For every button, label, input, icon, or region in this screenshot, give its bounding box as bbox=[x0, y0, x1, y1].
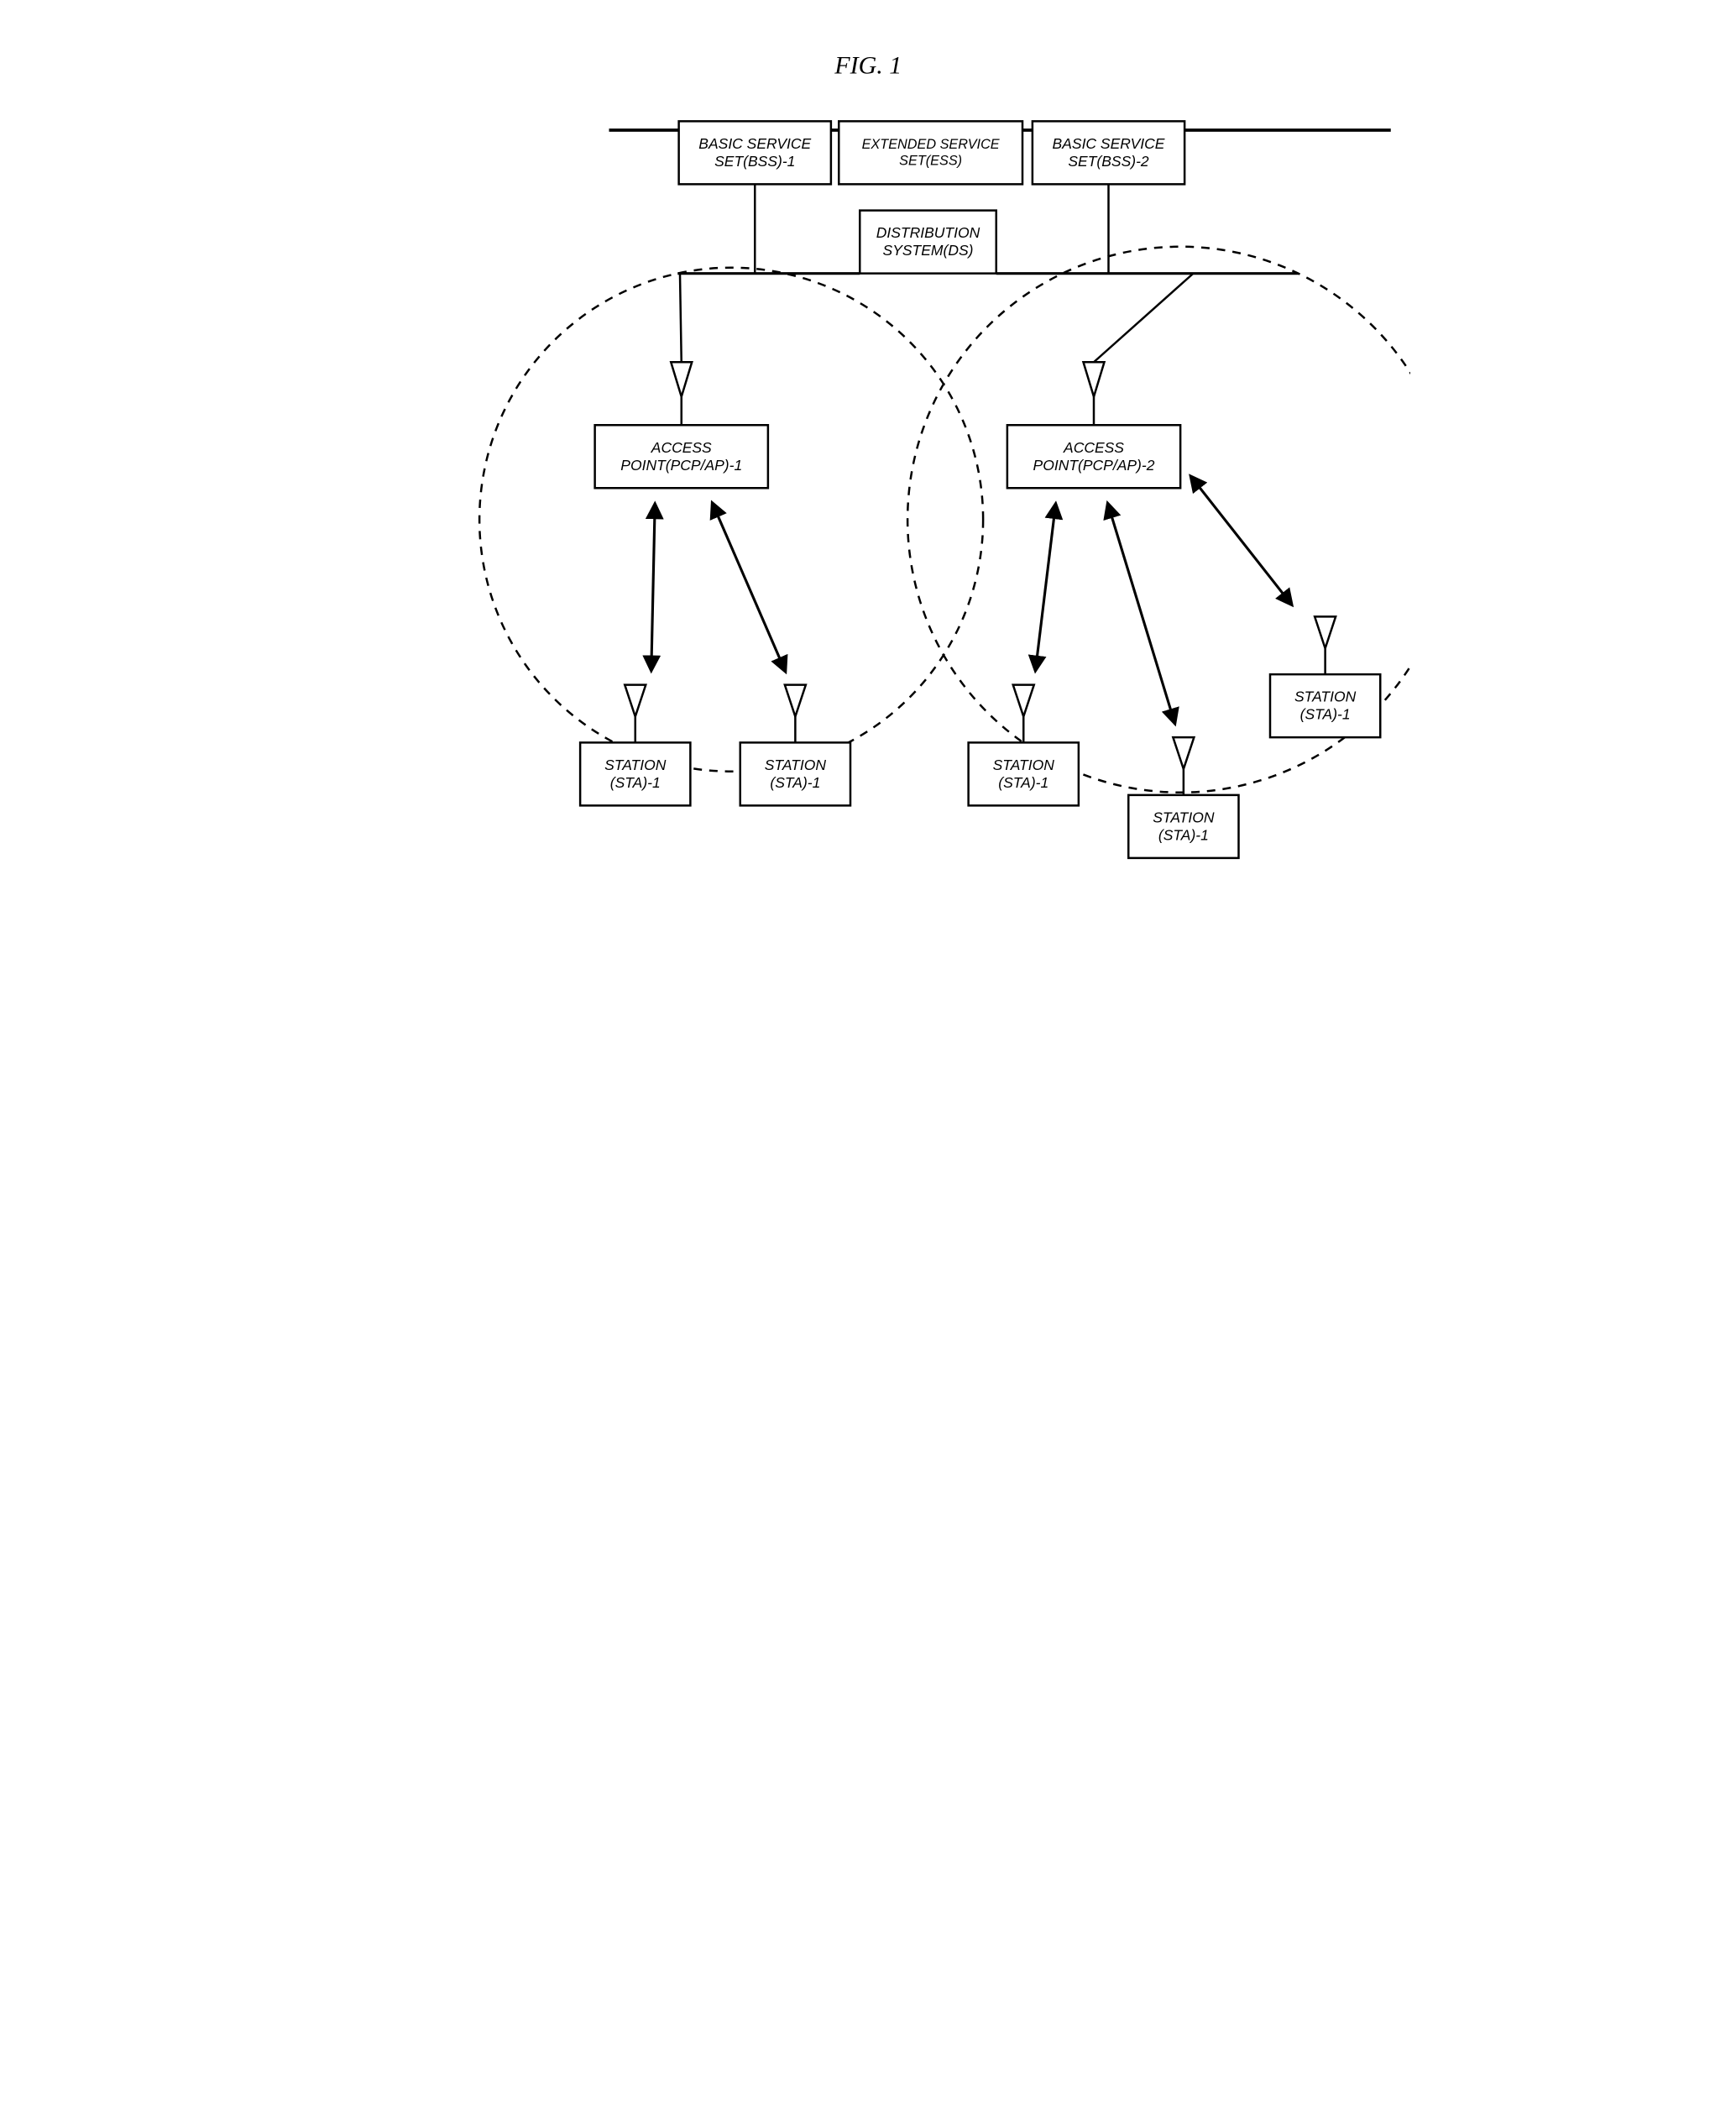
ap2-node-label1: ACCESS bbox=[1063, 439, 1124, 456]
ap1-node-label2: POINT(PCP/AP)-1 bbox=[620, 457, 742, 474]
sta-1-label1: STATION bbox=[604, 757, 667, 773]
ess-box bbox=[839, 121, 1022, 184]
figure-title: FIG. 1 bbox=[834, 52, 902, 80]
sta-2-label1: STATION bbox=[765, 757, 827, 773]
sta-5-label2: (STA)-1 bbox=[1299, 706, 1350, 723]
sta-2-label2: (STA)-1 bbox=[770, 774, 820, 791]
ap1-node-label1: ACCESS bbox=[651, 439, 712, 456]
bss2-box-label1: BASIC SERVICE bbox=[1052, 135, 1164, 152]
ap2-node-label2: POINT(PCP/AP)-2 bbox=[1033, 457, 1154, 474]
ds-box-label1: DISTRIBUTION bbox=[876, 224, 980, 241]
ess-box-label2: SET(ESS) bbox=[899, 154, 962, 169]
bss2-box-label2: SET(BSS)-2 bbox=[1068, 153, 1149, 170]
bss1-box-label2: SET(BSS)-1 bbox=[714, 153, 795, 170]
ess-box-label1: EXTENDED SERVICE bbox=[861, 137, 999, 152]
sta-3-label1: STATION bbox=[992, 757, 1054, 773]
sta-5-label1: STATION bbox=[1294, 689, 1357, 705]
sta-1-label2: (STA)-1 bbox=[610, 774, 661, 791]
sta-4-label1: STATION bbox=[1153, 809, 1215, 825]
ds-box-label2: SYSTEM(DS) bbox=[882, 242, 973, 259]
sta-3-label2: (STA)-1 bbox=[998, 774, 1048, 791]
bss1-box-label1: BASIC SERVICE bbox=[698, 135, 811, 152]
sta-4-label2: (STA)-1 bbox=[1158, 826, 1209, 843]
